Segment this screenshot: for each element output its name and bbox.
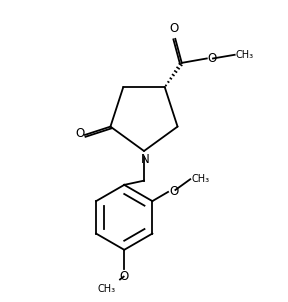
Text: CH₃: CH₃ (98, 284, 116, 294)
Text: O: O (208, 52, 217, 65)
Text: O: O (75, 127, 85, 140)
Text: O: O (169, 22, 179, 36)
Text: CH₃: CH₃ (236, 50, 254, 60)
Text: N: N (141, 153, 150, 166)
Text: O: O (169, 185, 179, 198)
Text: O: O (120, 270, 129, 283)
Text: CH₃: CH₃ (191, 174, 209, 184)
